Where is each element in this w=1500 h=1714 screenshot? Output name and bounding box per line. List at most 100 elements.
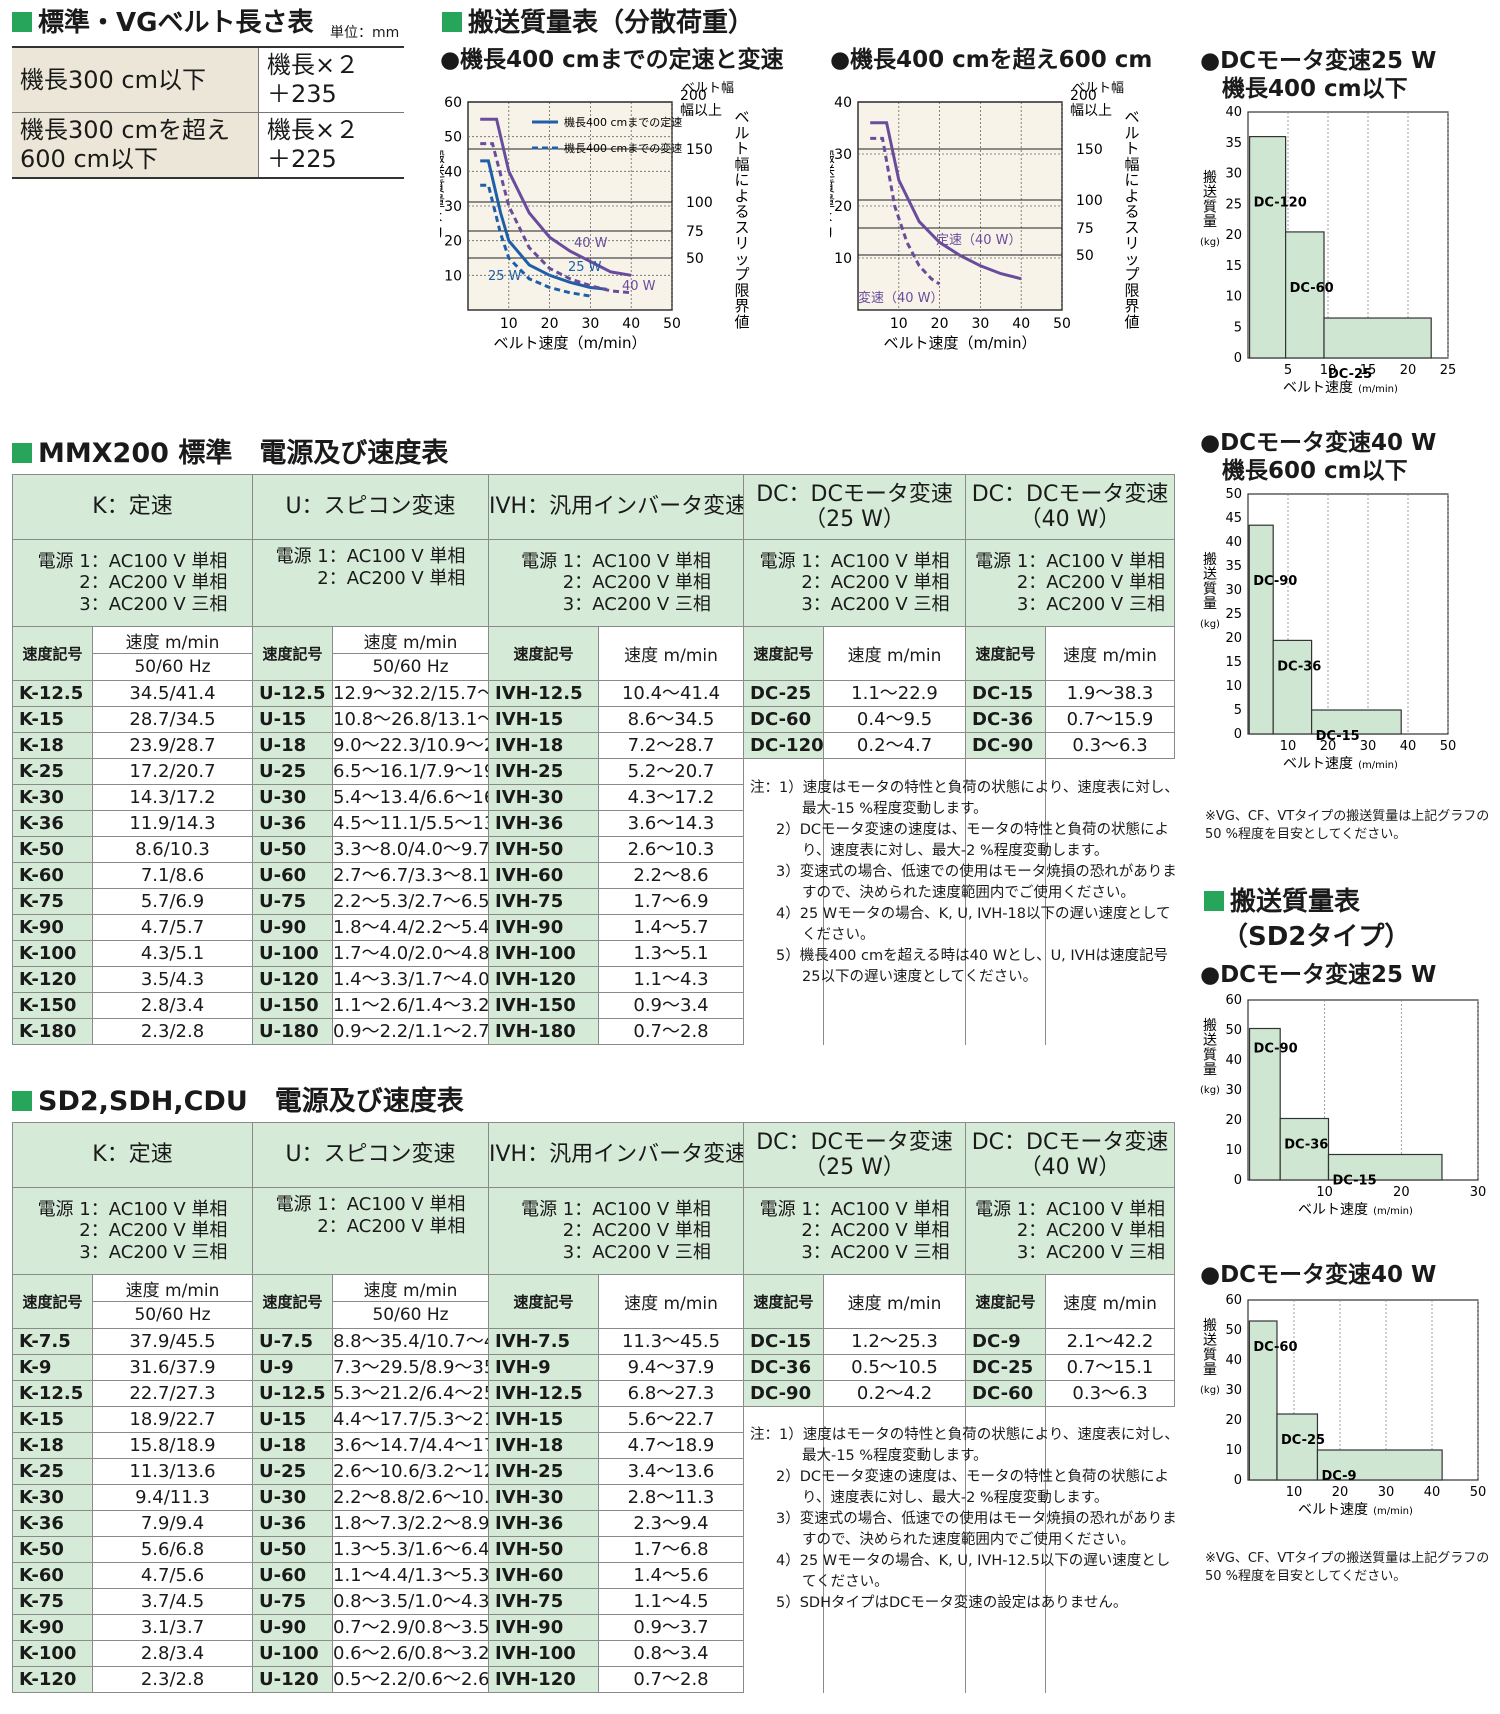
speed-value-cell: 1.1～4.4/1.3～5.3 [331, 1562, 490, 1589]
header-u: U：スピコン変速 [251, 1122, 490, 1188]
empty-cell [1045, 1406, 1175, 1433]
speed-value-cell: 8.6/10.3 [92, 836, 253, 863]
speed-value-cell: 37.9/45.5 [92, 1328, 253, 1355]
speed-code-cell: K-100 [12, 940, 93, 967]
vg-section-title: 標準・VGベルト長さ表 [12, 10, 313, 36]
speed-value-cell: 1.1～4.3 [598, 966, 745, 993]
speed-code-cell: K-75 [12, 888, 93, 915]
speed-code-cell: U-7.5 [252, 1328, 333, 1355]
right-axis-title: ベルト幅 [682, 81, 734, 96]
y-axis-label: 搬 [440, 150, 445, 166]
x-tick-label: 10 [890, 316, 908, 332]
speed-value-cell: 0.3～6.3 [1045, 1380, 1176, 1407]
y-tick-label: 10 [444, 268, 462, 284]
bar-label: DC-36 [1284, 1138, 1328, 1153]
speed-code-cell: K-60 [12, 862, 93, 889]
col-speed-code: 速度記号 [743, 1274, 825, 1329]
x-tick-label: 30 [1470, 1185, 1487, 1200]
col-speed-code: 速度記号 [12, 1274, 93, 1329]
x-tick-label: 50 [663, 316, 681, 332]
series-line [870, 121, 1022, 281]
bar [1310, 709, 1402, 735]
speed-value-cell: 7.9/9.4 [92, 1510, 253, 1537]
speed-code-cell: K-18 [12, 1432, 93, 1459]
empty-cell [965, 914, 1046, 941]
speed-code-cell: K-36 [12, 1510, 93, 1537]
empty-cell [965, 758, 1046, 785]
speed-code-cell: U-12.5 [252, 1380, 333, 1407]
header-dc40: DC：DCモータ変速 （40 W） [965, 474, 1176, 540]
empty-cell [1045, 1666, 1175, 1693]
y-axis-label: 質 [1203, 581, 1217, 597]
subheader-row: 50/60 Hz 50/60 Hz [13, 1301, 1175, 1329]
y-tick-label: 10 [1225, 679, 1242, 694]
x-tick-label: 50 [1053, 316, 1071, 332]
power-row: 電源 1：AC100 V 単相 2：AC200 V 単相 3：AC200 V 三相 … [12, 1187, 1176, 1275]
series-label: 40 W [574, 236, 608, 251]
speed-value-cell: 12.9～32.2/15.7～39.1 [331, 680, 490, 707]
right-axis-label: ト [1124, 140, 1139, 158]
speed-value-cell: 0.7～2.8 [598, 1018, 745, 1045]
empty-cell [823, 940, 966, 967]
y-tick-label: 30 [1225, 167, 1242, 182]
speed-value-cell: 18.9/22.7 [92, 1406, 253, 1433]
speed-value-cell: 0.9～3.4 [598, 992, 745, 1019]
y-axis-label: 量 [440, 194, 445, 210]
table-row: K-90 4.7/5.7 U-90 1.8～4.4/2.2～5.4 IVH-90 1.4～… [12, 914, 1175, 941]
speed-code-cell: U-90 [252, 914, 333, 941]
table-row: K-1528.7/34.5U-1510.8～26.8/13.1～32.5IVH-… [12, 706, 1176, 733]
speed-code-cell: U-9 [252, 1354, 333, 1381]
speed-value-cell: 2.1～42.2 [1045, 1328, 1176, 1355]
y-tick-label: 30 [444, 199, 462, 215]
y-tick-label: 5 [1234, 703, 1242, 718]
speed-code-cell: K-180 [12, 1018, 93, 1045]
speed-value-cell: 9.4～37.9 [598, 1354, 745, 1381]
y-tick-label: 30 [1225, 1383, 1242, 1398]
empty-cell [1045, 1510, 1175, 1537]
x-axis-unit: (m/min) [1358, 384, 1398, 395]
right-axis-label: ベ [734, 108, 749, 126]
header-dc25: DC：DCモータ変速 （25 W） [743, 1122, 967, 1188]
speed-code-cell: U-25 [252, 1458, 333, 1485]
table-row: K-7.537.9/45.5U-7.58.8～35.4/10.7～43.0IVH… [12, 1328, 1176, 1355]
speed-value-cell: 3.6～14.7/4.4～17.9 [331, 1432, 490, 1459]
empty-cell [823, 1562, 966, 1589]
y-tick-label: 20 [1225, 228, 1242, 243]
y-tick-label: 15 [1225, 259, 1242, 274]
power-ivh: 電源 1：AC100 V 単相 2：AC200 V 単相 3：AC200 V 三相 [488, 539, 745, 627]
legend-label: 機長400 cmまでの変速 [564, 141, 682, 155]
speed-code-cell: U-18 [252, 732, 333, 759]
vg-row-label: 機長300 cmを超え 600 cm以下 [12, 112, 259, 179]
header-dc25: DC：DCモータ変速 （25 W） [743, 474, 967, 540]
x-tick-label: 25 [1440, 363, 1457, 378]
empty-cell [1045, 810, 1175, 837]
series-label: 定速（40 W） [936, 233, 1022, 248]
speed-value-cell: 9.0～22.3/10.9～27.1 [331, 732, 490, 759]
speed-value-cell: 1.3～5.3/1.6～6.4 [331, 1536, 490, 1563]
right-tick-label: 幅以上 [1070, 103, 1112, 119]
y-tick-label: 35 [1225, 559, 1242, 574]
empty-cell [823, 810, 966, 837]
speed-value-cell: 3.6～14.3 [598, 810, 745, 837]
y-axis-label: 送 [440, 165, 445, 181]
speed-code-cell: K-120 [12, 1666, 93, 1693]
right-tick-label: 50 [1076, 248, 1094, 264]
speed-code-cell: IVH-36 [488, 1510, 600, 1537]
speed-code-cell: IVH-60 [488, 1562, 600, 1589]
speed-value-cell: 31.6/37.9 [92, 1354, 253, 1381]
empty-cell [965, 966, 1046, 993]
mmx-notes: 注：1）速度はモータの特性と負荷の状態により、速度表に対し、最大-15 %程度変… [750, 778, 1180, 988]
table-row: K-120 3.5/4.3 U-120 1.4～3.3/1.7～4.0 IVH-120 1… [12, 966, 1175, 993]
bar [1327, 1153, 1443, 1181]
right-axis-label: ッ [1124, 250, 1139, 268]
y-tick-label: 20 [1225, 631, 1242, 646]
y-axis-label: 質 [440, 179, 445, 195]
bar-label: DC-60 [1290, 281, 1334, 296]
empty-cell [965, 1018, 1046, 1045]
speed-value-cell: 3.1/3.7 [92, 1614, 253, 1641]
right-axis-label: ル [734, 124, 749, 142]
speed-value-cell: 1.1～22.9 [823, 680, 967, 707]
empty-cell [743, 1484, 824, 1511]
empty-cell [1045, 1536, 1175, 1563]
speed-value-cell: 2.3/2.8 [92, 1018, 253, 1045]
